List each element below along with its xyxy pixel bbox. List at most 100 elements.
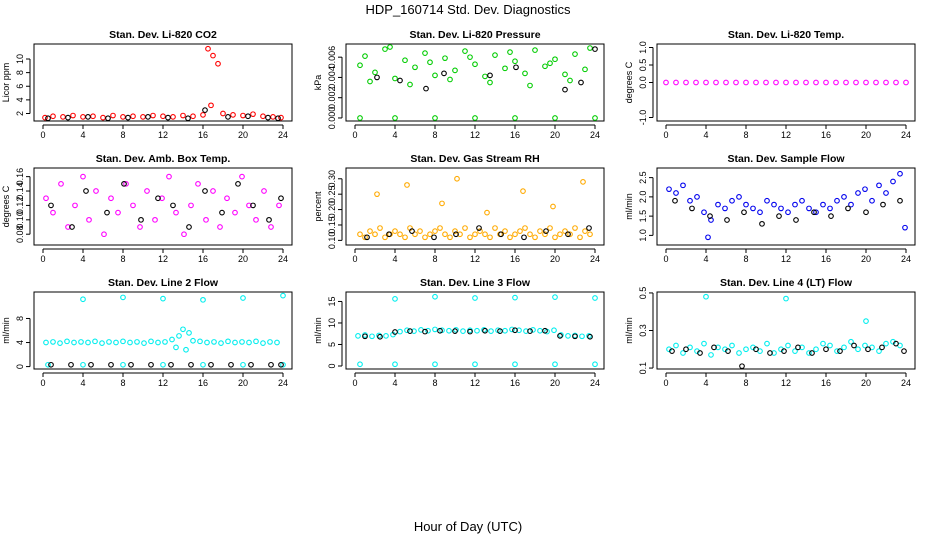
- x-axis: 0 4 8 12 16 20 24: [40, 248, 288, 264]
- data-point: [776, 213, 782, 219]
- data-point: [580, 179, 586, 185]
- data-point: [110, 112, 116, 119]
- data-point: [666, 186, 672, 193]
- data-point: [729, 197, 735, 204]
- data-series: [663, 79, 909, 86]
- data-point: [530, 327, 536, 333]
- data-series: [43, 292, 286, 368]
- data-point: [155, 195, 161, 202]
- data-point: [130, 113, 136, 120]
- data-point: [246, 202, 252, 209]
- data-point: [876, 348, 882, 355]
- data-point: [851, 342, 857, 349]
- data-point: [120, 114, 126, 120]
- data-point: [218, 340, 224, 346]
- data-point: [551, 327, 557, 334]
- y-tick-label: 0.006: [327, 46, 337, 69]
- data-point: [200, 112, 206, 118]
- data-point: [474, 327, 480, 334]
- data-point: [680, 182, 686, 189]
- y-tick-label: 15: [327, 296, 337, 306]
- data-point: [897, 170, 903, 177]
- data-point: [165, 114, 171, 121]
- data-point: [188, 361, 194, 368]
- data-point: [120, 361, 126, 368]
- data-point: [145, 114, 151, 120]
- data-point: [841, 344, 847, 351]
- data-point: [83, 188, 89, 194]
- y-axis-label: degrees C: [624, 61, 634, 103]
- data-point: [80, 361, 86, 368]
- data-point: [183, 346, 189, 353]
- data-point: [512, 115, 518, 121]
- data-point: [736, 350, 742, 356]
- panel-6: Stan. Dev. Sample Flow 0 4 8 12 16 20 24 1.0 1.5 2…: [624, 153, 916, 264]
- x-tick-label: 16: [510, 130, 520, 140]
- data-point: [558, 332, 564, 338]
- data-point: [407, 328, 413, 334]
- y-tick-label: 4: [15, 97, 25, 102]
- data-point: [439, 200, 445, 207]
- x-axis: 0 4 8 12 16 20 24: [40, 372, 288, 388]
- data-point: [386, 231, 392, 238]
- data-point: [767, 350, 773, 356]
- data-point: [152, 216, 158, 223]
- data-point: [467, 234, 473, 241]
- y-tick-label: 1.5: [638, 210, 648, 223]
- data-point: [883, 340, 889, 347]
- data-point: [722, 205, 728, 212]
- data-point: [422, 328, 428, 335]
- data-point: [60, 114, 66, 120]
- plot-frame: [656, 167, 916, 246]
- x-tick-label: 24: [901, 378, 911, 388]
- x-tick-label: 20: [238, 254, 248, 264]
- x-tick-label: 0: [352, 378, 357, 388]
- x-tick-label: 24: [901, 130, 911, 140]
- data-point: [367, 228, 373, 234]
- data-point: [512, 294, 518, 301]
- data-point: [250, 202, 256, 209]
- y-tick-label: 0.12: [15, 197, 25, 215]
- data-point: [166, 173, 172, 180]
- data-point: [781, 348, 787, 355]
- x-tick-label: 4: [392, 378, 397, 388]
- y-axis: 0 5 10 15 ml/min: [313, 296, 343, 368]
- data-point: [211, 339, 217, 345]
- data-point: [159, 195, 165, 202]
- data-point: [232, 339, 238, 346]
- panel-title: Stan. Dev. Line 2 Flow: [108, 277, 219, 289]
- data-point: [205, 45, 211, 52]
- data-point: [893, 79, 899, 86]
- data-point: [64, 338, 70, 345]
- x-tick-label: 4: [80, 130, 85, 140]
- data-point: [202, 188, 208, 194]
- data-point: [357, 361, 363, 368]
- data-point: [820, 201, 826, 208]
- data-point: [453, 327, 459, 333]
- data-point: [715, 201, 721, 208]
- data-point: [58, 180, 64, 187]
- data-point: [355, 333, 361, 339]
- data-point: [562, 228, 568, 234]
- data-point: [481, 327, 487, 333]
- data-point: [477, 228, 483, 234]
- data-point: [278, 114, 284, 121]
- panel-9: Stan. Dev. Line 4 (LT) Flow 0 4 8 12 16 20 24 0.…: [624, 277, 916, 388]
- x-axis: 0 4 8 12 16 20 24: [40, 124, 288, 140]
- x-axis: 0 4 8 12 16 20 24: [663, 124, 911, 140]
- data-point: [703, 79, 709, 86]
- data-point: [708, 352, 714, 358]
- data-point: [246, 339, 252, 346]
- data-point: [462, 225, 468, 231]
- data-point: [572, 225, 578, 231]
- data-point: [472, 231, 478, 238]
- panel-4: Stan. Dev. Amb. Box Temp. 0 4 8 12 16 20 24 0.08…: [1, 153, 293, 264]
- data-point: [267, 339, 273, 345]
- data-point: [715, 344, 721, 351]
- data-point: [705, 234, 711, 241]
- data-point: [180, 326, 186, 333]
- data-point: [741, 209, 747, 216]
- x-tick-label: 16: [510, 254, 520, 264]
- data-point: [785, 342, 791, 349]
